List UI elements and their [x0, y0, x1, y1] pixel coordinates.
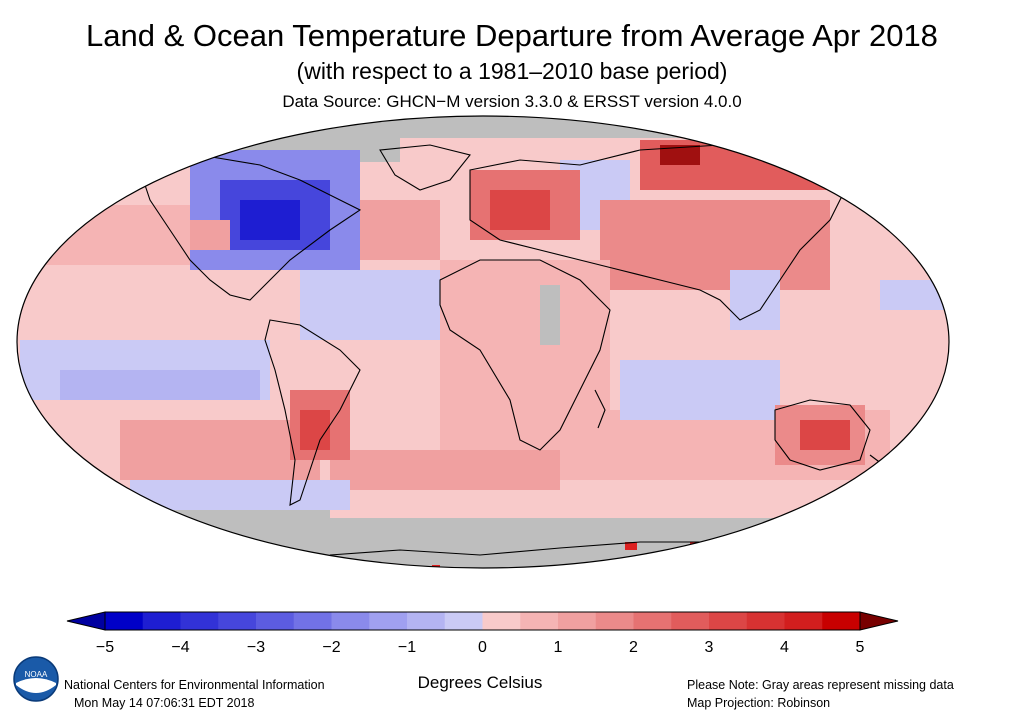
- anomaly-region: [60, 370, 260, 400]
- anomaly-region: [490, 190, 550, 230]
- colorbar-segment: [142, 612, 181, 630]
- anomaly-region: [620, 360, 780, 420]
- anomaly-region: [600, 200, 830, 290]
- anomaly-region: [440, 260, 610, 450]
- globe-border: [16, 115, 950, 569]
- colorbar-ticks: −5 −4 −3 −2 −1 0 1 2 3 4 5: [96, 639, 865, 656]
- colorbar-segment: [482, 612, 521, 630]
- anomaly-region: [625, 542, 637, 550]
- colorbar-tick-label: 1: [554, 639, 563, 656]
- australia-outline: [774, 399, 871, 471]
- colorbar-tick-label: −5: [96, 639, 114, 656]
- colorbar-tick-label: 5: [856, 639, 865, 656]
- colorbar-segment: [256, 612, 295, 630]
- colorbar-segment: [444, 612, 483, 630]
- greenland-outline: [379, 144, 471, 191]
- africa-outline: [439, 259, 611, 451]
- anomaly-region: [300, 410, 330, 450]
- colorbar-segment: [558, 612, 597, 630]
- colorbar-tick-label: −4: [171, 639, 189, 656]
- logo-text: NOAA: [25, 670, 48, 679]
- colorbar-segment: [633, 612, 672, 630]
- colorbar-segments: [66, 611, 899, 631]
- missing-data-antarctica: [17, 518, 949, 568]
- colorbar: −5 −4 −3 −2 −1 0 1 2 3 4 5: [66, 611, 899, 656]
- colorbar-segment: [180, 612, 219, 630]
- colorbar-segment: [671, 612, 710, 630]
- colorbar-tick-label: −2: [322, 639, 340, 656]
- colorbar-unit-label: Degrees Celsius: [417, 673, 543, 692]
- colorbar-border: [104, 611, 861, 631]
- temperature-anomaly-map: [16, 115, 950, 569]
- missing-data-region: [540, 285, 560, 345]
- colorbar-segment: [784, 612, 823, 630]
- anomaly-region: [880, 280, 949, 310]
- anomaly-region: [800, 420, 850, 450]
- anomaly-region: [190, 220, 230, 250]
- colorbar-tick-label: 3: [705, 639, 714, 656]
- colorbar-segment: [293, 612, 332, 630]
- colorbar-segment: [520, 612, 559, 630]
- colorbar-segment: [331, 612, 370, 630]
- anomaly-region: [730, 270, 780, 330]
- colorbar-segment: [709, 612, 748, 630]
- missing-data-arctic: [17, 116, 949, 138]
- anomaly-region: [750, 542, 764, 550]
- anomaly-region: [130, 480, 350, 510]
- footer-org: National Centers for Environmental Infor…: [64, 678, 325, 692]
- colorbar-segment: [407, 612, 446, 630]
- data-source-label: Data Source: GHCN−M version 3.3.0 & ERSS…: [282, 92, 742, 111]
- anomaly-region: [660, 145, 700, 165]
- map-subtitle: (with respect to a 1981–2010 base period…: [296, 58, 728, 84]
- eurasia-outline: [469, 144, 851, 321]
- south-america-outline: [264, 319, 361, 506]
- footer-note: Please Note: Gray areas represent missin…: [687, 678, 954, 692]
- noaa-logo-icon: NOAA: [13, 656, 59, 702]
- north-america-outline: [139, 154, 362, 301]
- anomaly-region: [120, 420, 320, 480]
- colorbar-segment: [218, 612, 257, 630]
- colorbar-segment: [595, 612, 634, 630]
- colorbar-under-arrow: [66, 611, 106, 631]
- colorbar-segment: [369, 612, 408, 630]
- anomaly-region: [330, 450, 560, 490]
- colorbar-tick-label: 2: [629, 639, 638, 656]
- footer-projection: Map Projection: Robinson: [687, 696, 831, 710]
- colorbar-segment: [746, 612, 785, 630]
- colorbar-segment: [105, 612, 144, 630]
- anomaly-region: [240, 200, 300, 240]
- footer-timestamp: Mon May 14 07:06:31 EDT 2018: [74, 696, 255, 710]
- madagascar-outline: [594, 389, 606, 429]
- colorbar-tick-label: −1: [398, 639, 416, 656]
- colorbar-segment: [822, 612, 861, 630]
- colorbar-tick-label: −3: [247, 639, 265, 656]
- colorbar-over-arrow: [859, 611, 899, 631]
- anomaly-region: [300, 270, 440, 340]
- map-title: Land & Ocean Temperature Departure from …: [86, 18, 938, 53]
- colorbar-tick-label: 4: [780, 639, 789, 656]
- colorbar-tick-label: 0: [478, 639, 487, 656]
